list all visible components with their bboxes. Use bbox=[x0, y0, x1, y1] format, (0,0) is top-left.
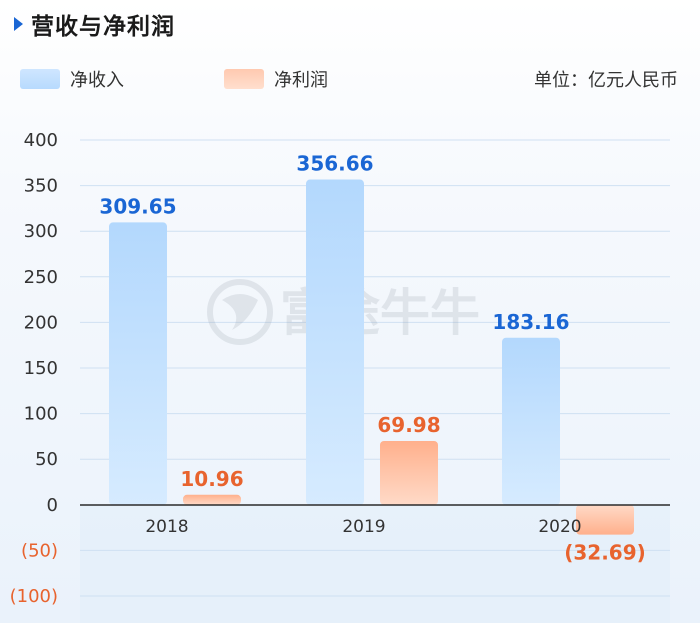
x-tick-label: 2020 bbox=[538, 517, 581, 537]
data-label-revenue: 183.16 bbox=[492, 310, 569, 334]
unit-label: 单位：亿元人民币 bbox=[534, 70, 678, 91]
y-tick-label: 0 bbox=[47, 495, 58, 516]
y-tick-label: 300 bbox=[24, 221, 58, 242]
legend-label-profit: 净利润 bbox=[274, 70, 328, 91]
data-label-profit: 10.96 bbox=[180, 467, 243, 491]
y-tick-label: 150 bbox=[24, 358, 58, 379]
legend-swatch-revenue bbox=[20, 69, 60, 89]
data-label-profit: 69.98 bbox=[377, 413, 440, 437]
legend: 净收入 净利润 bbox=[20, 66, 428, 92]
chart-header: 营收与净利润 bbox=[14, 6, 175, 42]
x-tick-label: 2018 bbox=[145, 517, 188, 537]
x-axis-ticks: 2018 2019 2020 bbox=[145, 517, 581, 537]
negative-region bbox=[80, 505, 670, 623]
y-tick-label: 200 bbox=[24, 312, 58, 333]
data-labels: 309.65 10.96 356.66 69.98 183.16 (32.69) bbox=[99, 152, 645, 565]
data-label-revenue: 356.66 bbox=[296, 152, 373, 176]
legend-item-profit: 净利润 bbox=[224, 66, 328, 92]
chart-title: 营收与净利润 bbox=[31, 14, 175, 40]
y-tick-label: (50) bbox=[21, 540, 58, 561]
legend-item-revenue: 净收入 bbox=[20, 66, 124, 92]
y-tick-label: 400 bbox=[24, 130, 58, 151]
y-tick-label: 350 bbox=[24, 176, 58, 197]
y-tick-label: 250 bbox=[24, 267, 58, 288]
watermark-logo-icon bbox=[207, 279, 273, 345]
data-label-revenue: 309.65 bbox=[99, 194, 176, 218]
bar-profit bbox=[380, 440, 438, 505]
y-tick-label: (100) bbox=[10, 586, 58, 607]
title-marker-icon bbox=[14, 17, 23, 31]
bar-revenue bbox=[109, 222, 167, 505]
bar-profit bbox=[576, 504, 634, 535]
bar-revenue bbox=[306, 179, 364, 505]
y-tick-label: 50 bbox=[35, 449, 58, 470]
gridlines bbox=[80, 139, 670, 597]
legend-label-revenue: 净收入 bbox=[70, 70, 124, 91]
x-tick-label: 2019 bbox=[342, 517, 385, 537]
legend-swatch-profit bbox=[224, 69, 264, 89]
y-axis-ticks: 400 350 300 250 200 150 100 50 0 (50) (100) bbox=[10, 130, 58, 607]
bar-profit bbox=[183, 494, 241, 505]
y-tick-label: 100 bbox=[24, 404, 58, 425]
data-label-profit: (32.69) bbox=[564, 541, 646, 565]
bar-revenue bbox=[502, 337, 560, 505]
bars bbox=[109, 179, 634, 535]
